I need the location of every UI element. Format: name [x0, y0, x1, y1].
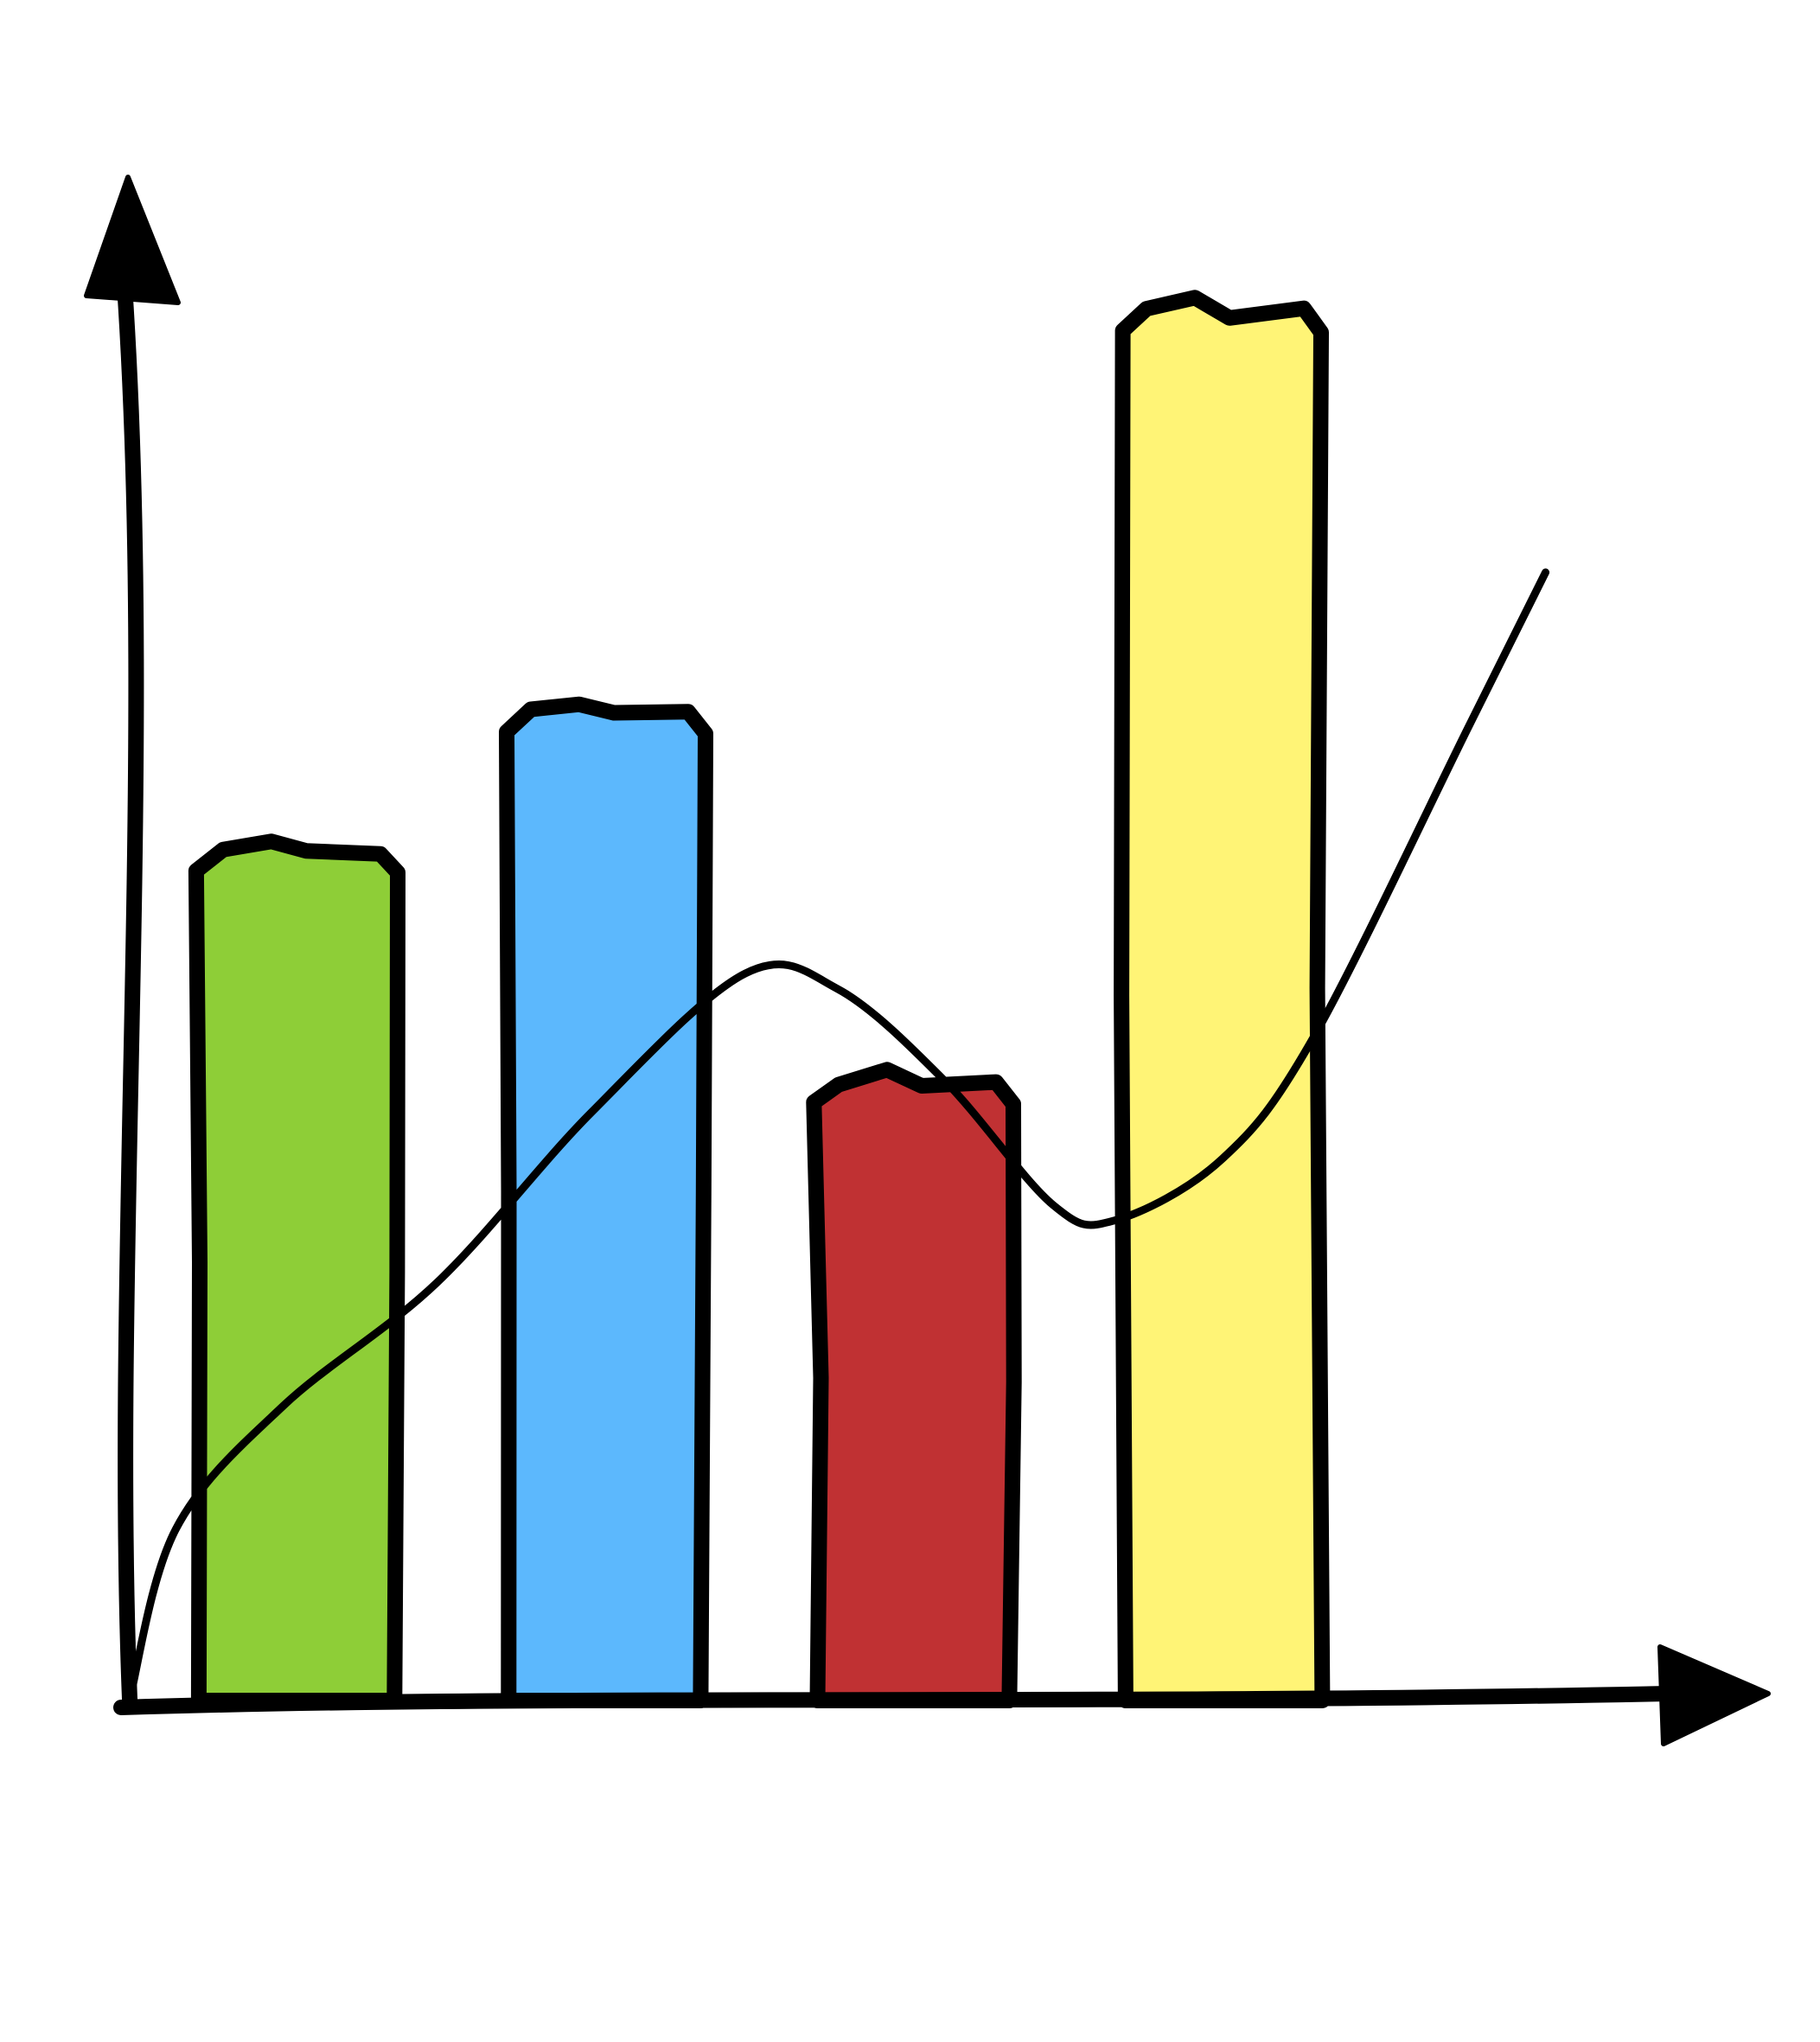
bar-2 [499, 696, 713, 1708]
axes-layer [84, 175, 1771, 1746]
trend-line [125, 568, 1550, 1703]
y-axis-arrowhead [84, 175, 181, 305]
bars-layer [188, 290, 1331, 1708]
x-axis-arrowhead [1657, 1644, 1771, 1746]
bar-3 [806, 1062, 1022, 1708]
y-axis-line [117, 278, 144, 1707]
x-axis-line [113, 1686, 1676, 1715]
bar-4 [1114, 290, 1331, 1708]
bar-1 [188, 833, 406, 1708]
